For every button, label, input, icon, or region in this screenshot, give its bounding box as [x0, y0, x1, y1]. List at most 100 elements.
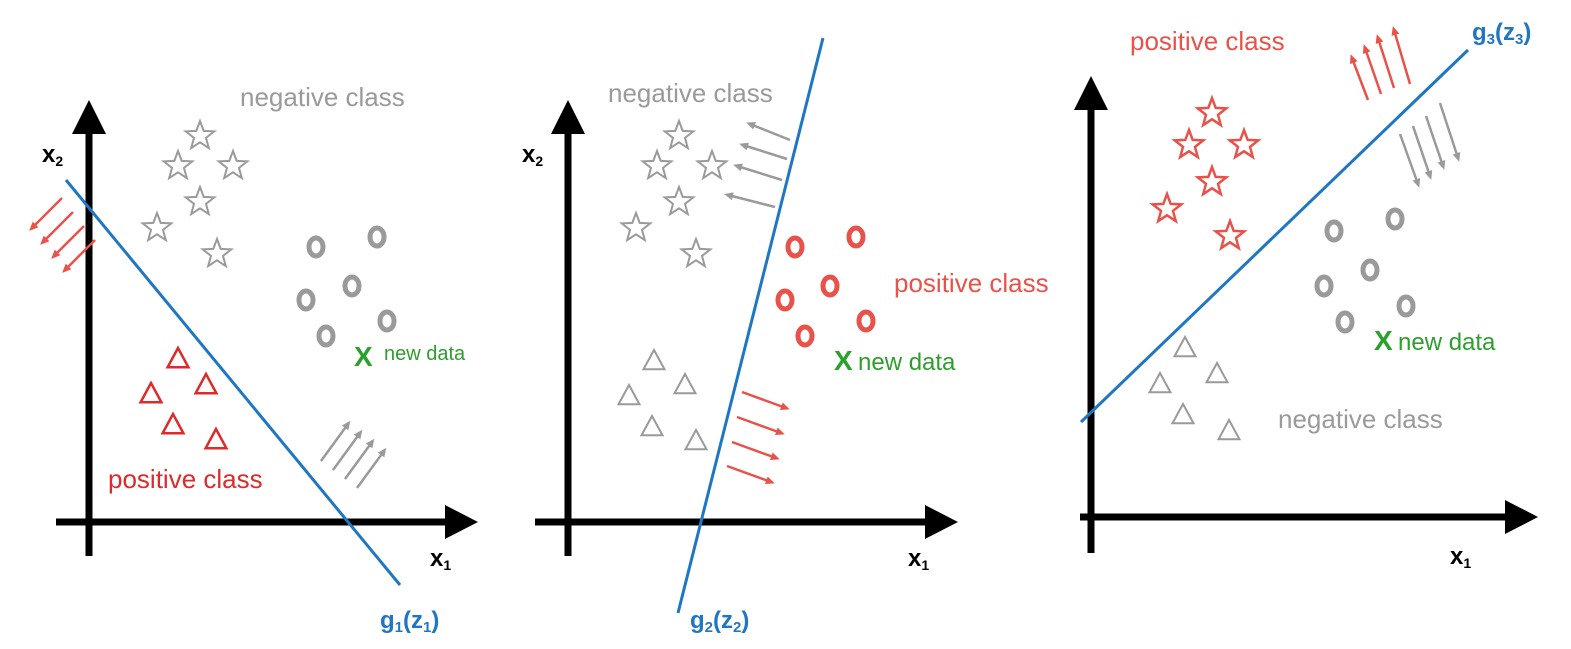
- panel-2: x2 x1 g2(z2) negative class posit: [522, 37, 1049, 636]
- star-marker: [661, 118, 697, 151]
- direction-arrow: [726, 464, 775, 485]
- negative-class-triangles: [1147, 334, 1242, 441]
- triangle-marker: [138, 380, 164, 404]
- circle-marker: [1324, 219, 1344, 243]
- circle-marker: [1396, 294, 1416, 318]
- star-marker: [1171, 126, 1207, 160]
- triangle-marker: [1172, 334, 1198, 358]
- positive-direction-arrows: [1350, 26, 1412, 101]
- direction-arrow: [1350, 54, 1370, 101]
- new-data-point: X: [834, 345, 853, 376]
- triangle-marker: [203, 426, 229, 450]
- star-marker: [139, 210, 175, 243]
- panel-3: x1 g3(z3) positive class: [1074, 19, 1538, 571]
- direction-arrow: [29, 197, 63, 231]
- circle-marker: [296, 288, 316, 312]
- x2-axis: [1074, 76, 1108, 553]
- triangle-marker: [641, 347, 667, 371]
- triangle-marker: [639, 413, 665, 437]
- direction-arrow: [40, 211, 74, 245]
- x2-axis-label: x2: [522, 141, 543, 169]
- direction-arrow: [319, 420, 351, 462]
- circle-marker: [775, 288, 795, 312]
- direction-arrow: [331, 429, 363, 471]
- direction-arrow: [1391, 26, 1412, 85]
- direction-arrow: [51, 225, 85, 259]
- direction-arrow: [736, 415, 785, 436]
- negative-class-label: negative class: [1278, 404, 1443, 434]
- circle-marker: [377, 309, 397, 333]
- circle-marker: [846, 225, 866, 249]
- triangle-marker: [683, 427, 709, 451]
- positive-class-stars: [1149, 94, 1262, 251]
- circle-marker: [856, 309, 876, 333]
- circle-marker: [785, 235, 805, 259]
- negative-direction-arrows: [1398, 102, 1461, 188]
- direction-arrow: [1375, 34, 1396, 89]
- positive-class-label: positive class: [894, 268, 1049, 298]
- triangle-marker: [616, 382, 642, 406]
- circle-marker: [306, 235, 326, 259]
- star-marker: [661, 184, 697, 217]
- negative-class-stars: [139, 118, 251, 269]
- star-marker: [1212, 217, 1248, 251]
- decision-boundary-line: [1079, 48, 1470, 424]
- star-marker: [1226, 126, 1262, 160]
- negative-direction-arrows: [724, 122, 791, 209]
- boundary-label: g2(z2): [690, 607, 749, 636]
- panel-1: x2 x1 g1(z1) negative class X new data: [29, 82, 478, 636]
- x2-axis: [72, 100, 106, 556]
- star-marker: [215, 148, 251, 181]
- x1-axis-label: x1: [1450, 543, 1471, 571]
- direction-arrow: [1362, 44, 1383, 95]
- x1-axis: [535, 505, 958, 539]
- positive-class-triangles: [138, 345, 229, 450]
- circle-marker: [820, 274, 840, 298]
- triangle-marker: [1170, 401, 1196, 425]
- circle-marker: [795, 324, 815, 348]
- new-data-label: new data: [858, 349, 956, 376]
- circle-marker: [1360, 258, 1380, 282]
- direction-arrow: [343, 438, 375, 480]
- star-marker: [1149, 190, 1185, 224]
- circle-marker: [367, 225, 387, 249]
- negative-class-label: negative class: [240, 82, 405, 112]
- positive-class-label: positive class: [1130, 26, 1285, 56]
- x1-axis-label: x1: [430, 545, 451, 573]
- x1-axis: [56, 505, 478, 539]
- negative-class-triangles: [616, 347, 709, 451]
- circle-markers: [1314, 207, 1416, 334]
- positive-direction-arrows: [29, 197, 96, 273]
- triangle-marker: [193, 371, 219, 395]
- circle-markers: [775, 225, 876, 348]
- x1-axis-label: x1: [908, 545, 929, 573]
- triangle-marker: [1204, 360, 1230, 384]
- star-marker: [182, 118, 218, 151]
- direction-arrow: [746, 122, 791, 142]
- star-marker: [1194, 94, 1230, 128]
- boundary-label: g1(z1): [380, 607, 439, 636]
- x2-axis-label: x2: [42, 141, 63, 169]
- star-marker: [1194, 163, 1230, 197]
- direction-arrow: [733, 163, 783, 182]
- circle-marker: [316, 324, 336, 348]
- triangle-marker: [160, 411, 186, 435]
- new-data-label: new data: [1398, 329, 1496, 356]
- star-marker: [160, 148, 196, 181]
- direction-arrow: [741, 390, 790, 411]
- circle-marker: [1385, 207, 1405, 231]
- triangle-marker: [1147, 370, 1173, 394]
- star-marker: [639, 148, 675, 181]
- star-marker: [182, 184, 218, 217]
- triangle-marker: [672, 371, 698, 395]
- x1-axis: [1080, 500, 1538, 534]
- star-marker: [618, 210, 654, 243]
- direction-arrow: [1411, 125, 1433, 180]
- direction-arrow: [62, 239, 96, 273]
- direction-arrow: [1398, 133, 1421, 188]
- decision-boundary-line: [64, 179, 402, 586]
- circle-markers: [296, 225, 397, 348]
- new-data-point: X: [1374, 325, 1393, 356]
